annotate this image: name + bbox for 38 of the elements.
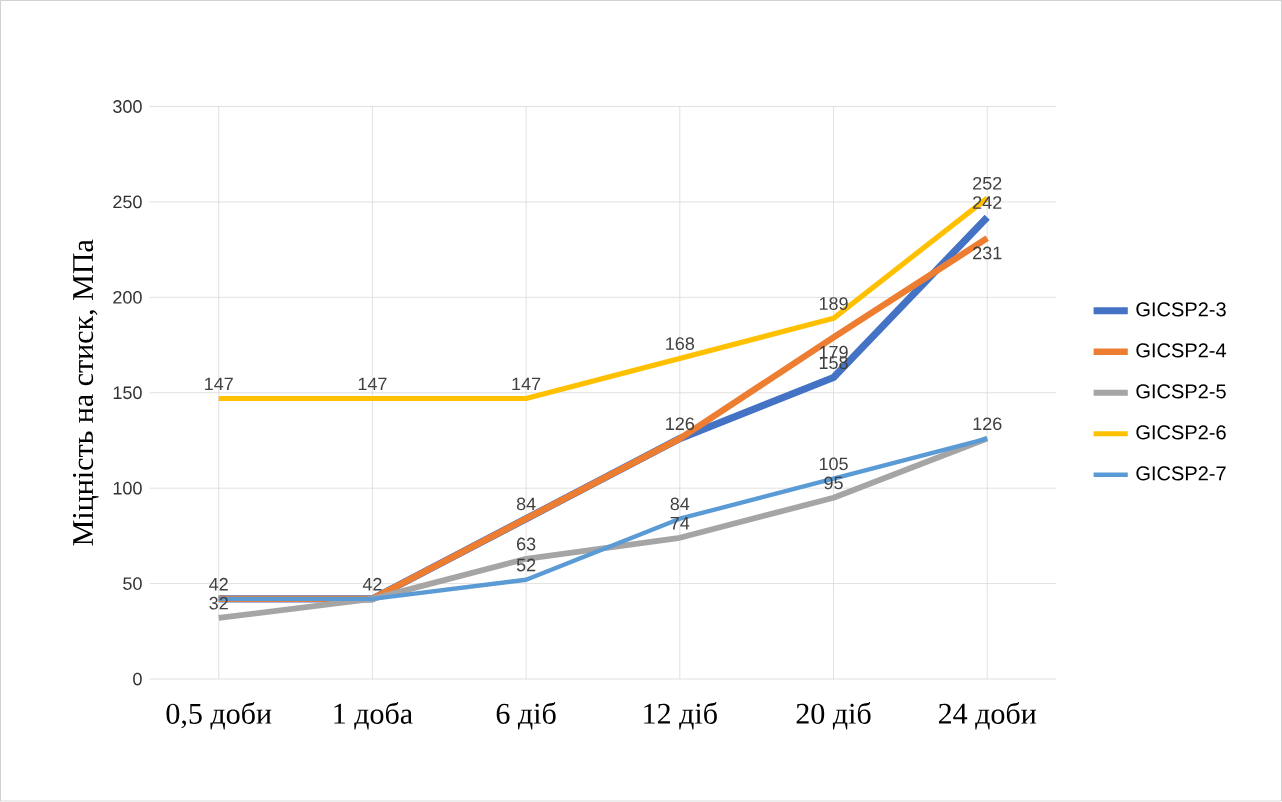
data-label: 52 [516,558,536,572]
x-tick-label: 1 доба [334,702,413,730]
data-label: 231 [973,246,1002,260]
legend-label: GICSP2-6 [1136,425,1226,440]
data-label: 84 [516,497,536,511]
legend-label: GICSP2-7 [1136,466,1226,481]
data-label: 252 [973,177,1002,190]
data-label: 126 [973,417,1002,431]
y-tick-label: 50 [123,577,142,591]
legend-label: GICSP2-5 [1136,384,1226,399]
data-label: 147 [358,377,387,391]
x-tick-label: 20 діб [796,702,871,730]
x-tick-label: 0,5 доби [166,702,272,730]
data-label: 32 [209,597,228,610]
data-label: 168 [666,337,695,351]
data-label: 95 [824,476,843,490]
data-label: 105 [819,457,848,471]
data-label: 126 [666,417,695,431]
legend-label: GICSP2-3 [1136,302,1226,317]
y-tick-label: 100 [113,482,142,495]
data-label: 74 [670,517,690,530]
y-axis-title: Міцність на стиск, МПа [72,239,99,546]
data-label: 63 [517,537,536,551]
data-label: 147 [205,377,233,391]
data-label: 42 [362,578,382,591]
y-tick-label: 300 [113,100,142,114]
data-label: 84 [670,497,690,511]
y-tick-label: 200 [113,291,142,304]
data-label: 189 [819,297,848,311]
y-tick-label: 250 [113,195,142,209]
y-tick-label: 0 [133,672,142,686]
legend-label: GICSP2-4 [1136,343,1227,358]
data-label: 42 [209,578,228,591]
x-tick-label: 12 діб [644,702,717,730]
data-label: 147 [512,377,541,391]
y-tick-label: 150 [113,386,142,400]
x-tick-label: 24 доби [938,702,1037,730]
x-tick-label: 6 діб [496,702,556,730]
